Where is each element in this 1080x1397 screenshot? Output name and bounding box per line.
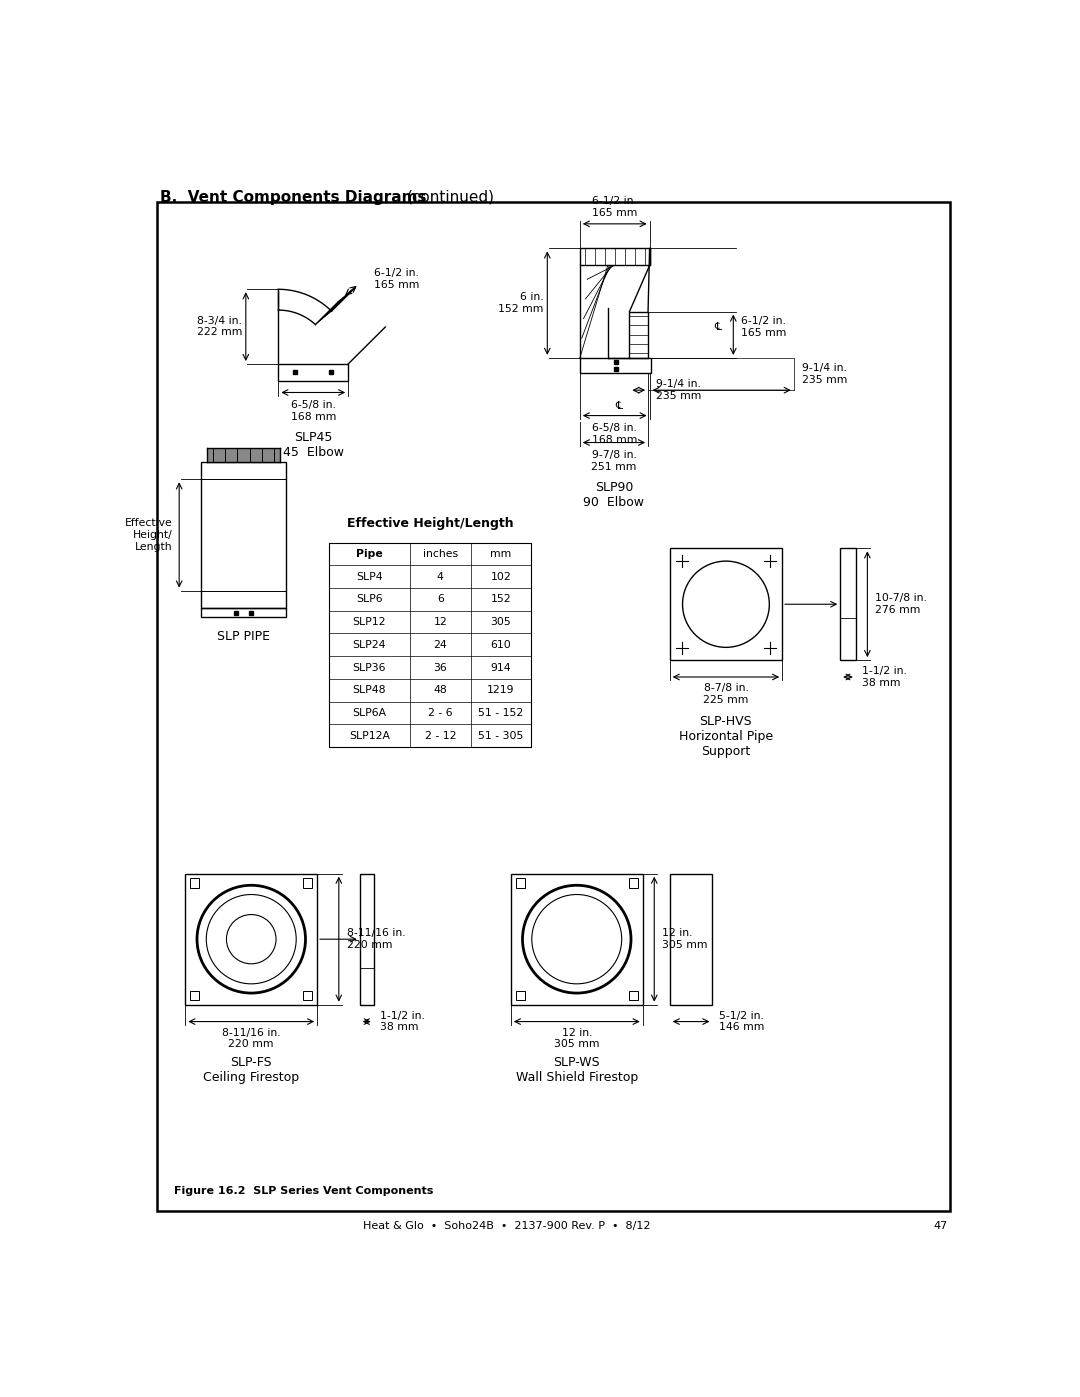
Bar [303,879,312,887]
Bar [201,608,286,617]
Text: 2 - 12: 2 - 12 [424,731,456,740]
Text: SLP PIPE: SLP PIPE [217,630,270,643]
Bar [190,990,200,1000]
Bar [186,873,318,1004]
Text: 9-1/4 in.
235 mm: 9-1/4 in. 235 mm [656,380,701,401]
Text: 9-7/8 in.
251 mm: 9-7/8 in. 251 mm [591,450,636,472]
Text: 1-1/2 in.
38 mm: 1-1/2 in. 38 mm [862,666,907,687]
Text: 6 in.
152 mm: 6 in. 152 mm [498,292,543,314]
Text: 6: 6 [437,594,444,605]
Text: (continued): (continued) [406,190,495,205]
Text: 2 - 6: 2 - 6 [428,708,453,718]
Text: SLP24: SLP24 [353,640,387,650]
Text: ℄: ℄ [615,401,622,411]
Text: Effective Height/Length: Effective Height/Length [347,517,513,529]
Text: 305: 305 [490,617,511,627]
Text: 6-5/8 in.
168 mm: 6-5/8 in. 168 mm [291,400,336,422]
Bar [580,358,651,373]
Text: Effective
Height/
Length: Effective Height/ Length [125,518,173,552]
Text: 152: 152 [490,594,511,605]
Text: SLP4: SLP4 [356,571,382,581]
Bar [201,462,286,608]
Bar [630,312,648,358]
Text: 9-1/4 in.
235 mm: 9-1/4 in. 235 mm [801,363,847,384]
Text: SLP90
90  Elbow: SLP90 90 Elbow [583,481,645,509]
Text: Heat & Glo  •  Soho24B  •  2137-900 Rev. P  •  8/12: Heat & Glo • Soho24B • 2137-900 Rev. P •… [363,1221,651,1231]
Text: 47: 47 [934,1221,948,1231]
Text: 6-1/2 in.
165 mm: 6-1/2 in. 165 mm [374,268,419,289]
Text: 24: 24 [433,640,447,650]
Text: 8-11/16 in.
220 mm: 8-11/16 in. 220 mm [347,929,405,950]
Text: SLP12: SLP12 [353,617,387,627]
Text: 12: 12 [433,617,447,627]
Text: 6-1/2 in.
165 mm: 6-1/2 in. 165 mm [592,196,637,218]
Text: 12 in.
305 mm: 12 in. 305 mm [554,1028,599,1049]
Text: B.  Vent Components Diagrams: B. Vent Components Diagrams [160,190,427,205]
Text: 51 - 305: 51 - 305 [478,731,524,740]
Text: 51 - 152: 51 - 152 [478,708,524,718]
Bar [840,549,855,659]
Text: 8-7/8 in.
225 mm: 8-7/8 in. 225 mm [703,683,748,704]
Text: SLP-HVS
Horizontal Pipe
Support: SLP-HVS Horizontal Pipe Support [679,715,773,759]
Text: 8-3/4 in.
222 mm: 8-3/4 in. 222 mm [197,316,242,338]
Text: SLP12A: SLP12A [349,731,390,740]
Text: 914: 914 [490,662,511,672]
Text: 36: 36 [433,662,447,672]
Bar [511,873,643,1004]
Bar [580,249,649,265]
Text: SLP-WS
Wall Shield Firestop: SLP-WS Wall Shield Firestop [515,1056,638,1084]
Text: 4: 4 [437,571,444,581]
Bar [629,990,638,1000]
Text: mm: mm [490,549,512,559]
Bar [515,990,525,1000]
Bar [303,990,312,1000]
Text: SLP-FS
Ceiling Firestop: SLP-FS Ceiling Firestop [203,1056,299,1084]
Bar [279,365,348,381]
Text: Figure 16.2  SLP Series Vent Components: Figure 16.2 SLP Series Vent Components [174,1186,433,1196]
Text: 5-1/2 in.
146 mm: 5-1/2 in. 146 mm [718,1011,764,1032]
Text: SLP48: SLP48 [353,686,387,696]
Bar [670,873,713,1004]
Text: 1-1/2 in.
38 mm: 1-1/2 in. 38 mm [380,1011,424,1032]
Text: 12 in.
305 mm: 12 in. 305 mm [662,929,707,950]
Text: 6-1/2 in.
165 mm: 6-1/2 in. 165 mm [741,316,786,338]
Text: ℄: ℄ [715,323,721,332]
Text: 48: 48 [433,686,447,696]
Text: 6-5/8 in.
168 mm: 6-5/8 in. 168 mm [592,423,637,444]
Text: 102: 102 [490,571,511,581]
Text: 10-7/8 in.
276 mm: 10-7/8 in. 276 mm [875,594,927,615]
Text: Pipe: Pipe [356,549,382,559]
Bar [328,542,531,747]
Bar [360,873,374,1004]
Bar [670,549,782,659]
Text: inches: inches [422,549,458,559]
Text: SLP45
45  Elbow: SLP45 45 Elbow [283,432,343,460]
Text: SLP6A: SLP6A [352,708,387,718]
Bar [629,879,638,887]
Text: 8-11/16 in.
220 mm: 8-11/16 in. 220 mm [221,1028,281,1049]
Bar [190,879,200,887]
Text: 610: 610 [490,640,511,650]
Text: 1219: 1219 [487,686,514,696]
Bar [515,879,525,887]
Text: SLP6: SLP6 [356,594,382,605]
Text: SLP36: SLP36 [353,662,387,672]
